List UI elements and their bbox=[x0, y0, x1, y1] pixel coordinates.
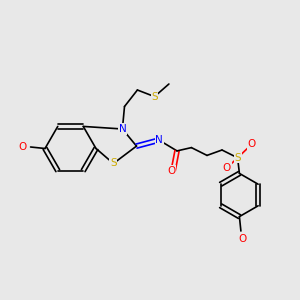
Text: O: O bbox=[238, 233, 247, 244]
Text: N: N bbox=[155, 135, 163, 145]
Text: N: N bbox=[118, 124, 126, 134]
Text: O: O bbox=[248, 139, 256, 149]
Text: S: S bbox=[151, 92, 158, 102]
Text: S: S bbox=[110, 158, 117, 169]
Text: O: O bbox=[18, 142, 26, 152]
Text: O: O bbox=[167, 166, 176, 176]
Text: S: S bbox=[234, 153, 241, 163]
Text: O: O bbox=[223, 163, 231, 173]
